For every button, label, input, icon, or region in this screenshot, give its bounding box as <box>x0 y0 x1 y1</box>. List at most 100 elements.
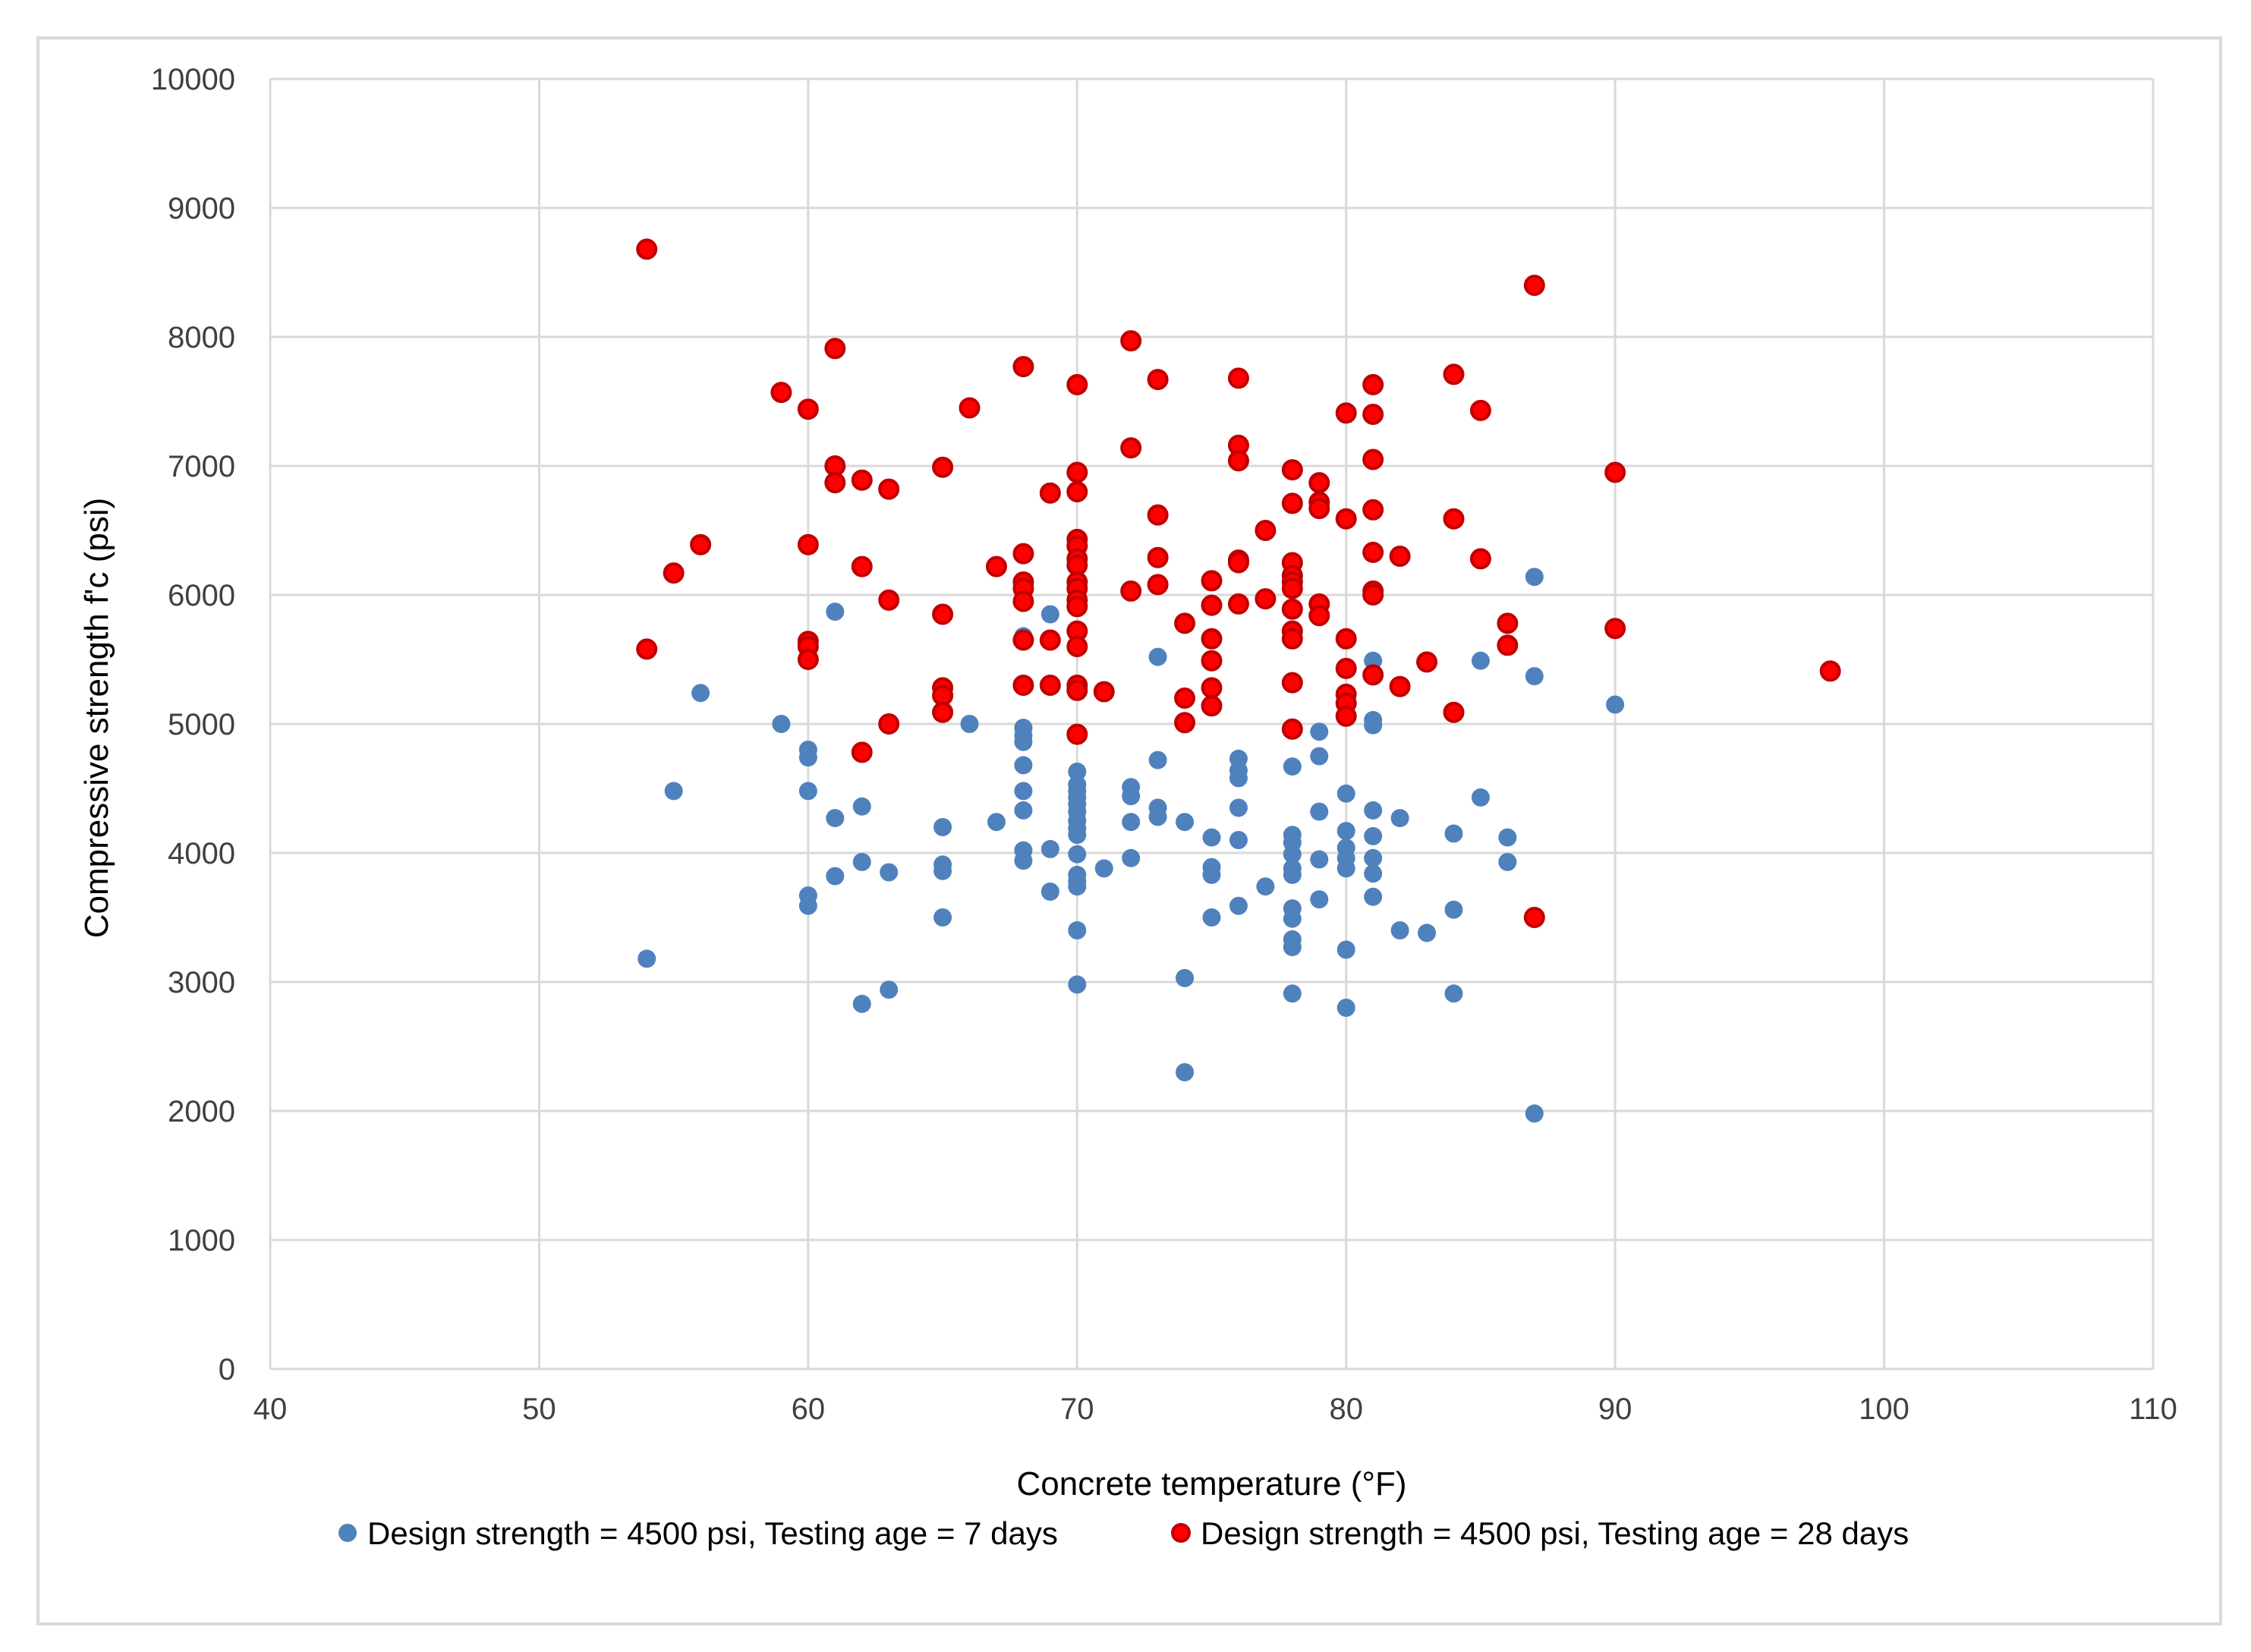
legend-marker-7-days <box>338 1524 357 1542</box>
data-point-28-days <box>1523 907 1545 928</box>
data-point-7-days <box>1444 824 1463 843</box>
data-point-28-days <box>1604 461 1626 483</box>
data-point-7-days <box>852 994 871 1013</box>
data-point-7-days <box>1229 769 1248 788</box>
data-point-28-days <box>1012 590 1034 612</box>
y-tick-label: 1000 <box>168 1224 235 1257</box>
y-tick-label: 8000 <box>168 321 235 354</box>
data-point-7-days <box>826 603 845 621</box>
data-point-7-days <box>1122 848 1141 867</box>
data-point-28-days <box>1147 369 1169 391</box>
data-point-7-days <box>1229 831 1248 849</box>
data-point-28-days <box>1147 574 1169 596</box>
data-point-7-days <box>1418 924 1437 942</box>
data-point-28-days <box>1066 481 1088 502</box>
data-point-28-days <box>1389 546 1411 567</box>
x-tick-label: 110 <box>2129 1392 2177 1426</box>
data-point-28-days <box>1227 367 1249 389</box>
data-point-28-days <box>1147 504 1169 526</box>
data-point-7-days <box>1014 732 1033 751</box>
data-point-7-days <box>1310 747 1329 766</box>
data-point-28-days <box>1281 459 1303 481</box>
data-point-7-days <box>852 852 871 871</box>
data-point-28-days <box>1039 482 1061 504</box>
data-point-7-days <box>1310 802 1329 821</box>
data-point-7-days <box>987 813 1006 832</box>
data-point-7-days <box>1068 826 1087 845</box>
legend-marker-28-days <box>1171 1523 1191 1543</box>
data-point-28-days <box>1147 546 1169 568</box>
data-point-7-days <box>1148 647 1167 666</box>
data-point-7-days <box>1068 975 1087 994</box>
data-point-28-days <box>851 555 873 577</box>
data-point-28-days <box>1335 657 1357 679</box>
data-point-28-days <box>1227 593 1249 615</box>
data-point-7-days <box>1014 756 1033 775</box>
data-point-28-days <box>1362 664 1384 686</box>
data-point-7-days <box>1256 877 1275 896</box>
data-point-28-days <box>1362 448 1384 470</box>
data-point-28-days <box>1335 628 1357 650</box>
legend: Design strength = 4500 psi, Testing age … <box>338 1515 1909 1551</box>
data-point-28-days <box>851 469 873 491</box>
data-point-28-days <box>1201 695 1223 717</box>
x-tick-label: 50 <box>522 1392 556 1426</box>
y-axis-title: Compressive strength f'c (psi) <box>78 498 115 939</box>
data-point-7-days <box>826 867 845 886</box>
data-point-28-days <box>1174 712 1196 734</box>
data-point-28-days <box>1281 718 1303 740</box>
data-point-28-days <box>824 338 846 360</box>
data-point-7-days <box>1148 750 1167 769</box>
data-point-28-days <box>1281 628 1303 650</box>
data-point-28-days <box>1335 705 1357 727</box>
data-point-28-days <box>690 533 712 555</box>
data-point-7-days <box>1040 605 1059 624</box>
data-point-28-days <box>932 701 954 723</box>
data-point-7-days <box>1525 568 1544 587</box>
data-point-28-days <box>1174 688 1196 709</box>
data-point-7-days <box>664 782 683 801</box>
chart-frame: 40 50 60 70 80 90 100 110 0 1000 2000 3000 4000 5000 6… <box>36 36 2222 1625</box>
data-point-28-days <box>878 589 900 611</box>
x-tick-label: 70 <box>1060 1392 1094 1426</box>
data-point-28-days <box>1227 552 1249 574</box>
data-point-7-days <box>1498 852 1517 871</box>
data-point-28-days <box>1416 651 1438 673</box>
data-point-28-days <box>878 478 900 500</box>
data-point-7-days <box>933 908 952 927</box>
data-point-28-days <box>1120 330 1142 352</box>
y-tick-label: 6000 <box>168 579 235 612</box>
data-point-7-days <box>1364 651 1383 670</box>
data-point-28-days <box>1012 356 1034 378</box>
data-point-7-days <box>1176 1063 1195 1081</box>
data-point-28-days <box>1174 612 1196 634</box>
data-point-7-days <box>1229 798 1248 817</box>
data-point-7-days <box>1094 859 1113 878</box>
data-point-7-days <box>880 980 899 999</box>
data-point-7-days <box>798 782 817 801</box>
data-point-7-days <box>691 684 710 703</box>
data-point-28-days <box>1443 363 1465 385</box>
data-point-7-days <box>826 809 845 828</box>
x-tick-label: 90 <box>1598 1392 1632 1426</box>
data-point-28-days <box>1201 594 1223 616</box>
data-point-7-days <box>1336 822 1355 841</box>
data-point-28-days <box>1523 275 1545 296</box>
x-axis-title: Concrete temperature (°F) <box>1017 1465 1407 1503</box>
y-tick-label: 3000 <box>168 966 235 999</box>
y-tick-label: 9000 <box>168 192 235 225</box>
data-point-7-days <box>1283 909 1302 928</box>
data-point-7-days <box>1014 801 1033 820</box>
data-points-layer <box>636 238 1841 1123</box>
data-point-7-days <box>1336 940 1355 959</box>
data-point-7-days <box>1444 984 1463 1003</box>
data-point-28-days <box>1012 629 1034 651</box>
data-point-28-days <box>1255 520 1277 541</box>
data-point-28-days <box>1604 618 1626 640</box>
data-point-7-days <box>933 818 952 836</box>
data-point-28-days <box>1012 675 1034 696</box>
data-point-28-days <box>1469 399 1491 421</box>
data-point-7-days <box>1283 865 1302 884</box>
tick-label-layer: 40 50 60 70 80 90 100 110 0 1000 2000 3000 4000 5000 6… <box>151 63 2177 1426</box>
data-point-7-days <box>1202 865 1221 884</box>
